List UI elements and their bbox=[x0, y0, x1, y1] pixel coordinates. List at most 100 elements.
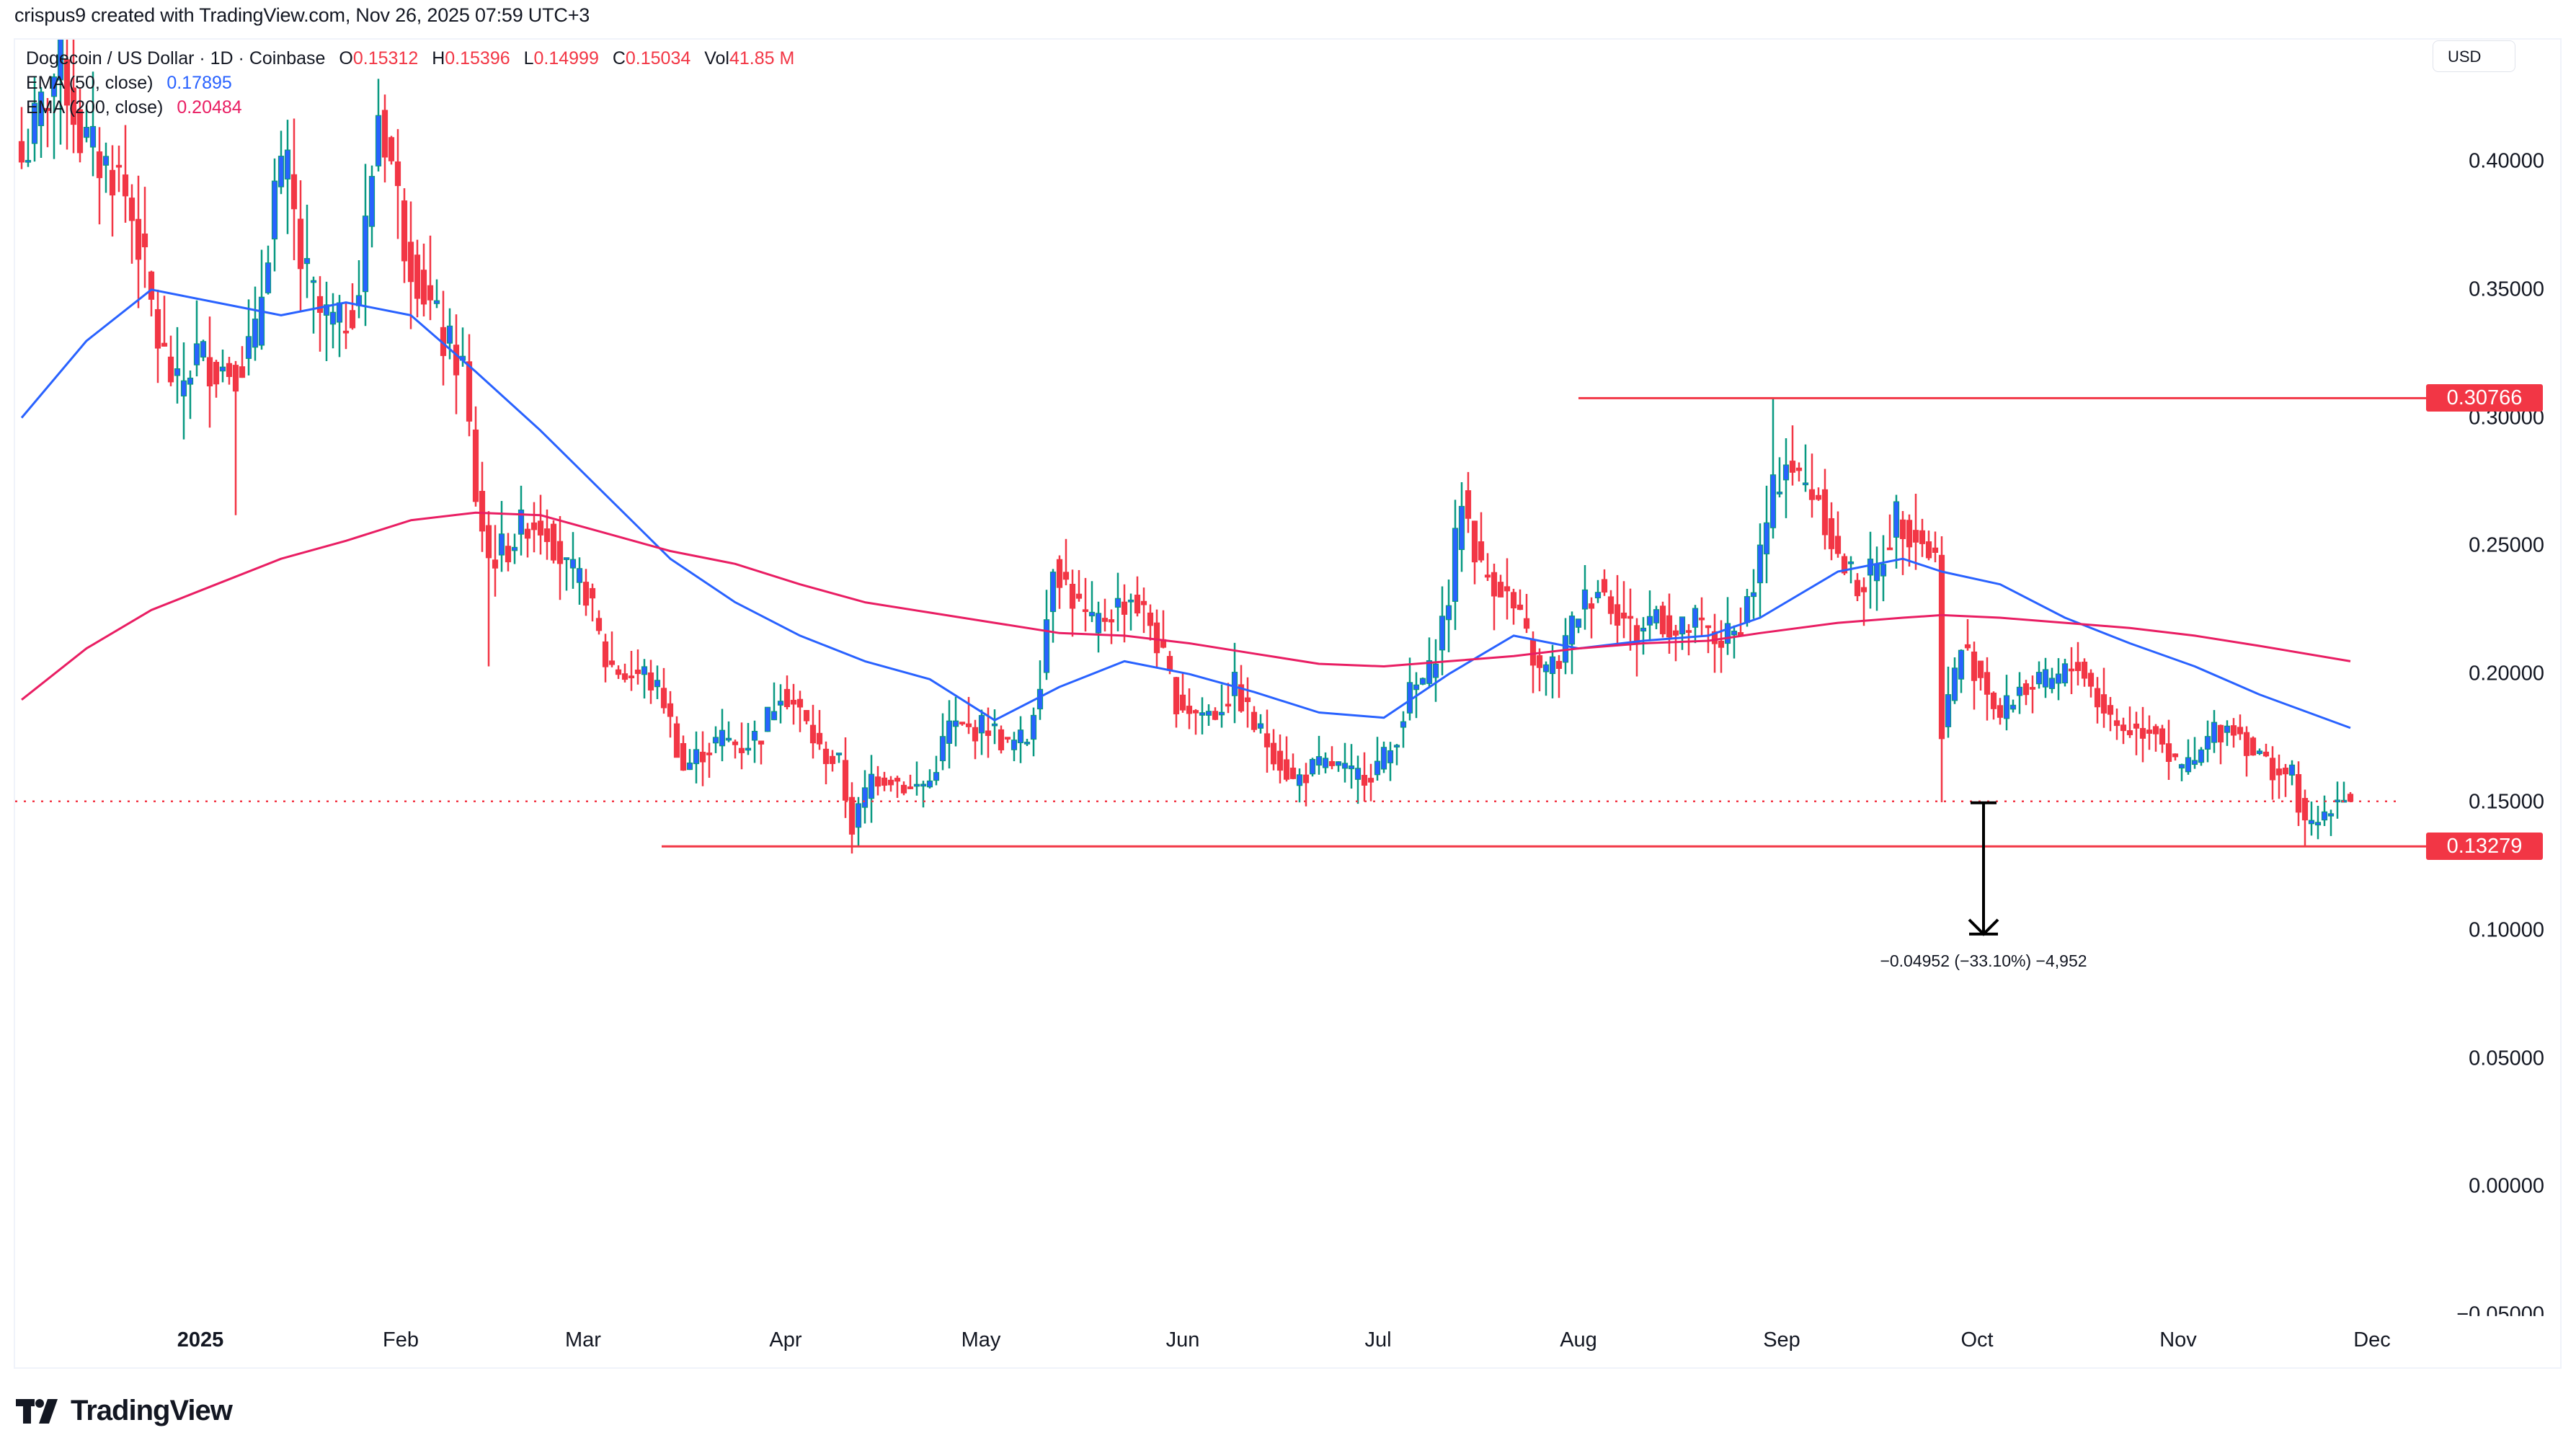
ema50-line[interactable] bbox=[20, 288, 2351, 729]
candle[interactable] bbox=[1036, 660, 1044, 720]
candle[interactable] bbox=[375, 79, 382, 172]
candle[interactable] bbox=[440, 290, 447, 386]
candle[interactable] bbox=[2139, 706, 2146, 763]
candle[interactable] bbox=[206, 316, 213, 428]
candle[interactable] bbox=[446, 308, 453, 360]
candle[interactable] bbox=[1854, 573, 1861, 602]
candle[interactable] bbox=[1251, 706, 1258, 732]
candle[interactable] bbox=[1880, 535, 1887, 602]
candle[interactable] bbox=[667, 691, 674, 738]
candle[interactable] bbox=[1160, 610, 1167, 649]
candle[interactable] bbox=[2275, 754, 2283, 799]
candle[interactable] bbox=[939, 713, 946, 771]
candle[interactable] bbox=[829, 750, 836, 772]
candle[interactable] bbox=[1069, 569, 1076, 637]
candle[interactable] bbox=[1367, 763, 1374, 802]
candle[interactable] bbox=[1938, 536, 1945, 802]
candle[interactable] bbox=[362, 164, 369, 327]
candle[interactable] bbox=[712, 726, 719, 753]
candle[interactable] bbox=[1607, 590, 1615, 625]
candle[interactable] bbox=[920, 781, 927, 808]
tradingview-logo[interactable]: TradingView bbox=[16, 1395, 233, 1427]
candle[interactable] bbox=[537, 494, 544, 555]
candle[interactable] bbox=[608, 631, 616, 667]
candle[interactable] bbox=[628, 651, 635, 691]
candle[interactable] bbox=[1886, 514, 1893, 551]
candle[interactable] bbox=[1471, 520, 1478, 585]
candle[interactable] bbox=[2055, 658, 2062, 701]
candle[interactable] bbox=[758, 740, 765, 765]
candle[interactable] bbox=[368, 165, 376, 248]
candle[interactable] bbox=[1951, 657, 1958, 704]
candle[interactable] bbox=[329, 293, 337, 349]
candle[interactable] bbox=[167, 335, 174, 386]
candle[interactable] bbox=[719, 709, 726, 762]
candle[interactable] bbox=[1893, 494, 1900, 569]
candle[interactable] bbox=[868, 755, 875, 823]
candle[interactable] bbox=[2301, 789, 2309, 847]
candle[interactable] bbox=[1095, 601, 1102, 653]
candle[interactable] bbox=[2068, 647, 2075, 695]
candle[interactable] bbox=[1945, 666, 1952, 738]
candle[interactable] bbox=[1393, 744, 1400, 765]
candle[interactable] bbox=[1588, 597, 1595, 639]
candle[interactable] bbox=[70, 25, 77, 154]
candle[interactable] bbox=[76, 89, 84, 163]
candle[interactable] bbox=[2334, 781, 2341, 819]
candle[interactable] bbox=[777, 684, 784, 724]
candle[interactable] bbox=[401, 188, 408, 283]
candle[interactable] bbox=[1776, 457, 1783, 498]
candle[interactable] bbox=[2165, 719, 2172, 780]
candle[interactable] bbox=[1763, 485, 1770, 584]
candle[interactable] bbox=[2237, 714, 2244, 740]
candle[interactable] bbox=[1419, 677, 1426, 685]
candle[interactable] bbox=[524, 523, 531, 558]
candle[interactable] bbox=[1860, 577, 1867, 626]
candle[interactable] bbox=[926, 769, 933, 789]
candle[interactable] bbox=[1380, 741, 1387, 773]
candle[interactable] bbox=[1679, 616, 1686, 650]
candle[interactable] bbox=[1873, 546, 1880, 611]
candle[interactable] bbox=[135, 175, 142, 308]
candle[interactable] bbox=[1322, 752, 1329, 773]
candle[interactable] bbox=[2126, 706, 2133, 738]
candle[interactable] bbox=[511, 533, 518, 564]
candle[interactable] bbox=[63, 23, 71, 150]
candle[interactable] bbox=[174, 327, 181, 404]
candle[interactable] bbox=[1510, 588, 1517, 625]
candle[interactable] bbox=[1497, 574, 1504, 598]
candle[interactable] bbox=[725, 721, 732, 742]
candle[interactable] bbox=[1192, 709, 1199, 735]
candle[interactable] bbox=[1283, 736, 1290, 782]
candle[interactable] bbox=[647, 660, 654, 704]
candle[interactable] bbox=[654, 665, 661, 699]
candle[interactable] bbox=[1263, 709, 1271, 773]
candle[interactable] bbox=[1977, 660, 1984, 691]
candle[interactable] bbox=[485, 511, 492, 667]
measure-arrow-icon[interactable] bbox=[1968, 801, 1999, 936]
candle[interactable] bbox=[2269, 746, 2276, 800]
candle[interactable] bbox=[1387, 742, 1394, 781]
candle[interactable] bbox=[946, 700, 953, 769]
candle[interactable] bbox=[2042, 657, 2049, 698]
candle[interactable] bbox=[874, 765, 881, 796]
candle[interactable] bbox=[394, 129, 401, 239]
candle[interactable] bbox=[2191, 737, 2198, 769]
candle[interactable] bbox=[122, 125, 129, 223]
candle[interactable] bbox=[1134, 576, 1141, 617]
candle[interactable] bbox=[991, 709, 998, 745]
candle[interactable] bbox=[2172, 753, 2179, 761]
candle[interactable] bbox=[1478, 512, 1485, 563]
candle[interactable] bbox=[576, 557, 583, 605]
candle[interactable] bbox=[816, 710, 823, 750]
candle[interactable] bbox=[381, 94, 388, 183]
candle[interactable] bbox=[388, 136, 395, 165]
candle[interactable] bbox=[18, 107, 25, 169]
candle[interactable] bbox=[1406, 657, 1413, 721]
candle[interactable] bbox=[193, 300, 200, 377]
candle[interactable] bbox=[1043, 590, 1050, 680]
candle[interactable] bbox=[1225, 683, 1232, 714]
candle[interactable] bbox=[1756, 523, 1764, 618]
candle[interactable] bbox=[1542, 661, 1550, 696]
candle[interactable] bbox=[505, 533, 512, 572]
